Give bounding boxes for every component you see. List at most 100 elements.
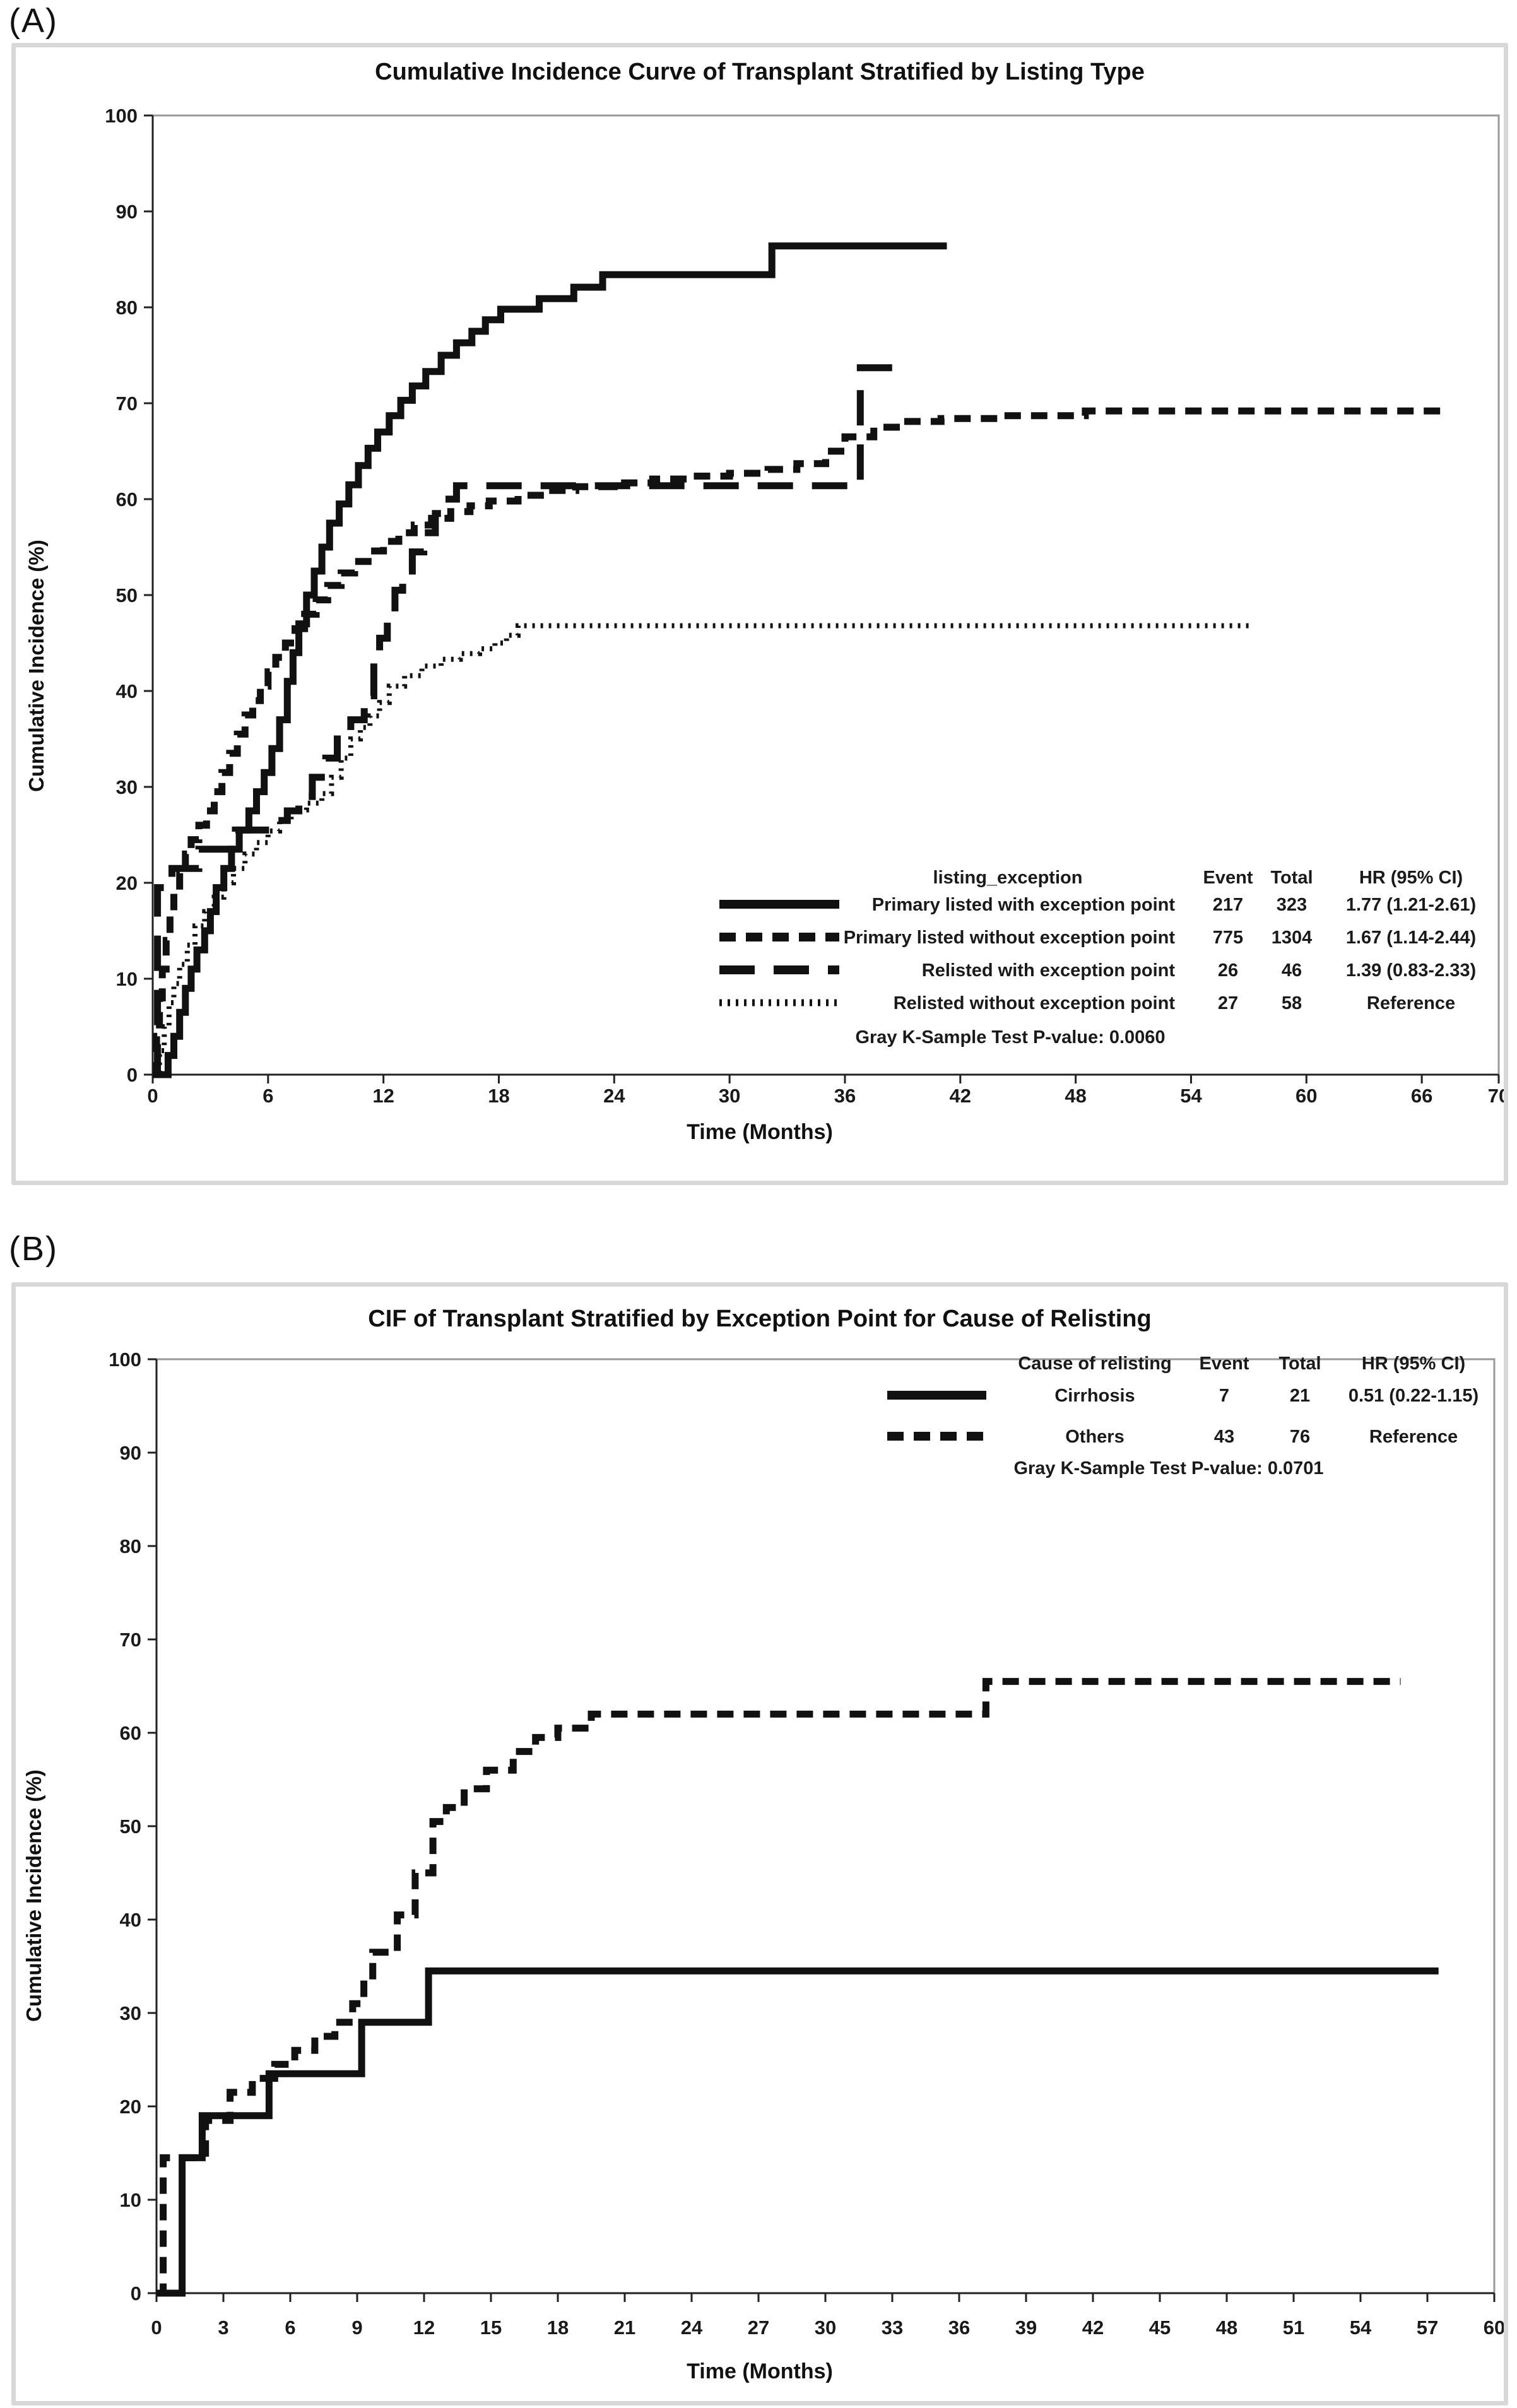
x-tick-label: 51	[1283, 2317, 1304, 2339]
legend-group-header: listing_exception	[933, 868, 1083, 888]
y-tick-label: 60	[116, 488, 138, 511]
legend-hr-value: Reference	[1369, 1427, 1458, 1447]
x-tick-label: 27	[748, 2317, 769, 2339]
legend-series-label: Primary listed without exception point	[844, 928, 1176, 948]
y-tick-label: 0	[131, 2282, 141, 2305]
x-tick-label: 42	[1082, 2317, 1104, 2339]
legend-event-value: 27	[1218, 993, 1238, 1013]
x-tick-label: 60	[1484, 2317, 1504, 2339]
legend-group-header: Cause of relisting	[1018, 1354, 1171, 1374]
x-tick-label: 30	[815, 2317, 836, 2339]
y-tick-label: 50	[120, 1815, 141, 1838]
panel-b-letter: (B)	[9, 1230, 58, 1268]
panel-b: CIF of Transplant Stratified by Exceptio…	[11, 1282, 1508, 2405]
legend-event-value: 43	[1214, 1427, 1234, 1447]
legend-total-header: Total	[1278, 1354, 1321, 1374]
x-tick-label: 12	[372, 1085, 394, 1107]
x-tick-label: 21	[614, 2317, 635, 2339]
y-tick-label: 90	[120, 1442, 141, 1464]
legend-series-label: Cirrhosis	[1054, 1386, 1135, 1406]
y-tick-label: 10	[116, 968, 138, 990]
y-tick-label: 0	[127, 1064, 138, 1086]
legend-series-label: Primary listed with exception point	[872, 895, 1176, 915]
x-tick-label: 33	[882, 2317, 903, 2339]
y-tick-label: 80	[120, 1535, 141, 1557]
legend-hr-value: 1.39 (0.83-2.33)	[1346, 960, 1476, 981]
panel-b-x-axis-label: Time (Months)	[687, 2359, 833, 2383]
y-tick-label: 20	[116, 872, 138, 894]
x-tick-label: 57	[1417, 2317, 1438, 2339]
legend-series-label: Relisted with exception point	[922, 960, 1176, 981]
legend-hr-header: HR (95% CI)	[1362, 1354, 1465, 1374]
y-tick-label: 100	[105, 105, 138, 127]
x-tick-label: 3	[218, 2317, 228, 2339]
x-tick-label: 54	[1350, 2317, 1372, 2339]
x-tick-label: 18	[547, 2317, 569, 2339]
x-tick-label: 15	[480, 2317, 502, 2339]
legend-hr-value: 1.67 (1.14-2.44)	[1346, 928, 1476, 948]
legend-hr-value: 0.51 (0.22-1.15)	[1349, 1386, 1479, 1406]
y-tick-label: 60	[120, 1722, 141, 1744]
y-tick-label: 90	[116, 201, 138, 223]
x-tick-label: 48	[1216, 2317, 1237, 2339]
legend-event-value: 217	[1213, 895, 1243, 915]
x-tick-label: 18	[488, 1085, 509, 1107]
legend-total-value: 76	[1290, 1427, 1310, 1447]
panel-a-title: Cumulative Incidence Curve of Transplant…	[375, 59, 1145, 85]
panel-a: Cumulative Incidence Curve of Transplant…	[11, 43, 1508, 1185]
legend-pvalue-note: Gray K-Sample Test P-value: 0.0060	[855, 1027, 1165, 1048]
legend-total-header: Total	[1270, 868, 1313, 888]
cif-curve-longdash	[153, 364, 911, 1078]
y-tick-label: 40	[120, 1909, 141, 1931]
x-tick-label: 45	[1149, 2317, 1171, 2339]
x-tick-label: 0	[147, 1085, 158, 1107]
y-tick-label: 80	[116, 297, 138, 319]
cif-curve-dotted	[153, 623, 1253, 1077]
legend-hr-value: 1.77 (1.21-2.61)	[1346, 895, 1476, 915]
x-tick-label: 30	[719, 1085, 740, 1107]
plot-border	[155, 1358, 1496, 2294]
panel-a-x-axis-label: Time (Months)	[687, 1120, 833, 1144]
y-tick-label: 70	[116, 392, 138, 415]
x-tick-label: 39	[1015, 2317, 1037, 2339]
legend-event-value: 775	[1213, 928, 1243, 948]
legend-pvalue-note: Gray K-Sample Test P-value: 0.0701	[1013, 1458, 1323, 1478]
legend-total-value: 1304	[1272, 928, 1313, 948]
legend-total-value: 323	[1277, 895, 1307, 915]
legend-total-value: 58	[1282, 993, 1302, 1013]
panel-a-chart: 0 10 20 30 40 50 60 70 80 90 100 0 6 12 18 24 30 36 42 48 54…	[105, 105, 1504, 1107]
x-tick-label: 0	[151, 2317, 162, 2339]
cif-curve-shortdash	[156, 1678, 1401, 2297]
legend-hr-value: Reference	[1367, 993, 1455, 1013]
y-tick-label: 30	[120, 2002, 141, 2024]
y-tick-label: 100	[109, 1349, 141, 1371]
y-tick-label: 50	[116, 584, 138, 606]
legend-event-header: Event	[1200, 1354, 1249, 1374]
x-tick-label: 48	[1065, 1085, 1086, 1107]
cif-curve-solid	[156, 1967, 1439, 2297]
cif-curve-shortdash	[153, 407, 1445, 1078]
x-tick-label: 66	[1411, 1085, 1432, 1107]
x-tick-label: 36	[834, 1085, 856, 1107]
legend-total-value: 46	[1282, 960, 1302, 981]
x-tick-label: 24	[603, 1085, 625, 1107]
legend-series-label: Relisted without exception point	[894, 993, 1176, 1013]
panel-a-letter: (A)	[9, 2, 58, 40]
y-tick-label: 20	[120, 2096, 141, 2118]
legend-series-label: Others	[1065, 1427, 1124, 1447]
legend-event-header: Event	[1203, 868, 1253, 888]
x-tick-label: 60	[1296, 1085, 1317, 1107]
y-tick-label: 30	[116, 776, 138, 798]
y-tick-label: 70	[120, 1629, 141, 1651]
x-tick-label: 42	[950, 1085, 971, 1107]
x-tick-label: 9	[351, 2317, 362, 2339]
x-tick-label: 12	[413, 2317, 435, 2339]
panel-b-title: CIF of Transplant Stratified by Exceptio…	[368, 1306, 1152, 1332]
y-tick-label: 10	[120, 2189, 141, 2211]
x-tick-label: 54	[1180, 1085, 1202, 1107]
cif-curve-solid	[153, 242, 947, 1078]
x-tick-label: 24	[681, 2317, 703, 2339]
x-tick-label: 70	[1488, 1085, 1504, 1107]
y-tick-label: 40	[116, 680, 138, 702]
